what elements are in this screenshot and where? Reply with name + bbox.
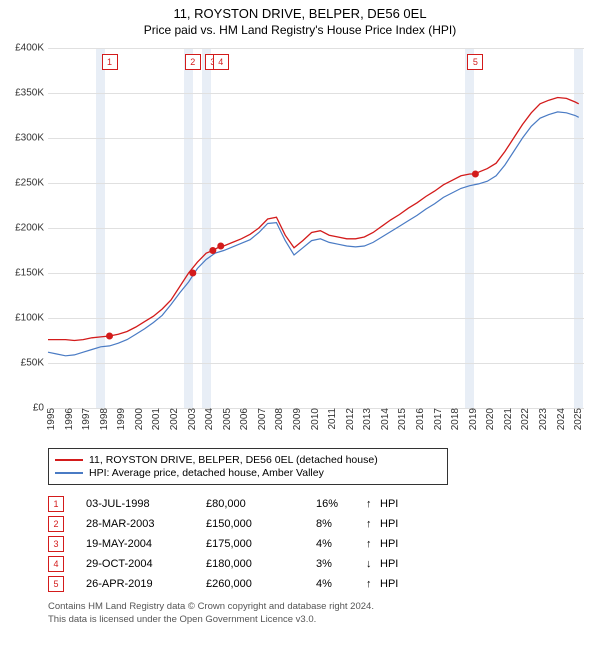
tx-hpi-label: HPI bbox=[380, 519, 420, 530]
legend-label-hpi: HPI: Average price, detached house, Ambe… bbox=[89, 467, 324, 479]
chart-marker-4: 4 bbox=[213, 54, 229, 70]
chart-marker-1: 1 bbox=[102, 54, 118, 70]
transaction-row: 2 28-MAR-2003£150,0008%↑HPI bbox=[48, 514, 420, 534]
y-axis-label: £400K bbox=[15, 43, 48, 54]
transaction-row: 1 03-JUL-1998£80,00016%↑HPI bbox=[48, 494, 420, 514]
transaction-row: 3 19-MAY-2004£175,0004%↑HPI bbox=[48, 534, 420, 554]
transaction-row: 4 29-OCT-2004£180,0003%↓HPI bbox=[48, 554, 420, 574]
x-axis-label: 1998 bbox=[97, 408, 110, 430]
x-axis-label: 2025 bbox=[571, 408, 584, 430]
tx-price: £175,000 bbox=[206, 539, 316, 550]
tx-hpi-label: HPI bbox=[380, 499, 420, 510]
x-axis-label: 2017 bbox=[431, 408, 444, 430]
tx-arrow-icon: ↑ bbox=[366, 579, 380, 590]
x-axis-label: 2014 bbox=[378, 408, 391, 430]
footnote-line1: Contains HM Land Registry data © Crown c… bbox=[48, 600, 374, 613]
x-axis-label: 2023 bbox=[536, 408, 549, 430]
x-axis-label: 2013 bbox=[360, 408, 373, 430]
y-axis-label: £100K bbox=[15, 313, 48, 324]
tx-arrow-icon: ↑ bbox=[366, 539, 380, 550]
x-axis-label: 1997 bbox=[79, 408, 92, 430]
tx-marker-icon: 4 bbox=[48, 556, 64, 572]
tx-pct: 4% bbox=[316, 539, 366, 550]
tx-arrow-icon: ↑ bbox=[366, 499, 380, 510]
tx-price: £260,000 bbox=[206, 579, 316, 590]
x-axis-label: 2007 bbox=[255, 408, 268, 430]
tx-arrow-icon: ↑ bbox=[366, 519, 380, 530]
x-axis-label: 2015 bbox=[395, 408, 408, 430]
y-axis-label: £250K bbox=[15, 178, 48, 189]
x-axis-label: 2000 bbox=[132, 408, 145, 430]
tx-pct: 4% bbox=[316, 579, 366, 590]
legend-swatch-hpi bbox=[55, 472, 83, 474]
x-axis-label: 2016 bbox=[413, 408, 426, 430]
footnote: Contains HM Land Registry data © Crown c… bbox=[48, 600, 374, 627]
tx-hpi-label: HPI bbox=[380, 539, 420, 550]
tx-marker-icon: 2 bbox=[48, 516, 64, 532]
x-axis-label: 2012 bbox=[343, 408, 356, 430]
x-axis-label: 2011 bbox=[325, 408, 338, 430]
x-axis-label: 2021 bbox=[501, 408, 514, 430]
tx-marker-icon: 5 bbox=[48, 576, 64, 592]
tx-pct: 16% bbox=[316, 499, 366, 510]
price-chart: 12345 £0£50K£100K£150K£200K£250K£300K£35… bbox=[48, 48, 584, 408]
x-axis-label: 2001 bbox=[149, 408, 162, 430]
tx-price: £150,000 bbox=[206, 519, 316, 530]
tx-marker-icon: 3 bbox=[48, 536, 64, 552]
tx-pct: 8% bbox=[316, 519, 366, 530]
tx-date: 28-MAR-2003 bbox=[86, 519, 206, 530]
x-axis-label: 2022 bbox=[518, 408, 531, 430]
chart-marker-2: 2 bbox=[185, 54, 201, 70]
y-axis-label: £150K bbox=[15, 268, 48, 279]
x-axis-label: 2006 bbox=[237, 408, 250, 430]
x-axis-label: 1996 bbox=[62, 408, 75, 430]
x-axis-label: 2005 bbox=[220, 408, 233, 430]
page-subtitle: Price paid vs. HM Land Registry's House … bbox=[0, 21, 600, 41]
x-axis-label: 2009 bbox=[290, 408, 303, 430]
page-title: 11, ROYSTON DRIVE, BELPER, DE56 0EL bbox=[0, 0, 600, 21]
x-axis-label: 2003 bbox=[185, 408, 198, 430]
x-axis-label: 2020 bbox=[483, 408, 496, 430]
tx-price: £180,000 bbox=[206, 559, 316, 570]
y-axis-label: £50K bbox=[21, 358, 48, 369]
tx-pct: 3% bbox=[316, 559, 366, 570]
x-axis-label: 2019 bbox=[466, 408, 479, 430]
tx-date: 26-APR-2019 bbox=[86, 579, 206, 590]
y-axis-label: £200K bbox=[15, 223, 48, 234]
y-axis-label: £350K bbox=[15, 88, 48, 99]
tx-hpi-label: HPI bbox=[380, 579, 420, 590]
legend-swatch-subject bbox=[55, 459, 83, 461]
tx-hpi-label: HPI bbox=[380, 559, 420, 570]
tx-arrow-icon: ↓ bbox=[366, 559, 380, 570]
transaction-row: 5 26-APR-2019£260,0004%↑HPI bbox=[48, 574, 420, 594]
tx-date: 03-JUL-1998 bbox=[86, 499, 206, 510]
x-axis-label: 2024 bbox=[554, 408, 567, 430]
x-axis-label: 1995 bbox=[44, 408, 57, 430]
chart-marker-5: 5 bbox=[467, 54, 483, 70]
tx-marker-icon: 1 bbox=[48, 496, 64, 512]
tx-date: 29-OCT-2004 bbox=[86, 559, 206, 570]
x-axis-label: 2008 bbox=[272, 408, 285, 430]
legend-label-subject: 11, ROYSTON DRIVE, BELPER, DE56 0EL (det… bbox=[89, 454, 378, 466]
x-axis-label: 2004 bbox=[202, 408, 215, 430]
x-axis-label: 2010 bbox=[308, 408, 321, 430]
transaction-table: 103-JUL-1998£80,00016%↑HPI228-MAR-2003£1… bbox=[48, 494, 420, 594]
x-axis-label: 2018 bbox=[448, 408, 461, 430]
tx-price: £80,000 bbox=[206, 499, 316, 510]
footnote-line2: This data is licensed under the Open Gov… bbox=[48, 613, 374, 626]
x-axis-label: 1999 bbox=[114, 408, 127, 430]
chart-legend: 11, ROYSTON DRIVE, BELPER, DE56 0EL (det… bbox=[48, 448, 448, 485]
x-axis-label: 2002 bbox=[167, 408, 180, 430]
tx-date: 19-MAY-2004 bbox=[86, 539, 206, 550]
y-axis-label: £300K bbox=[15, 133, 48, 144]
